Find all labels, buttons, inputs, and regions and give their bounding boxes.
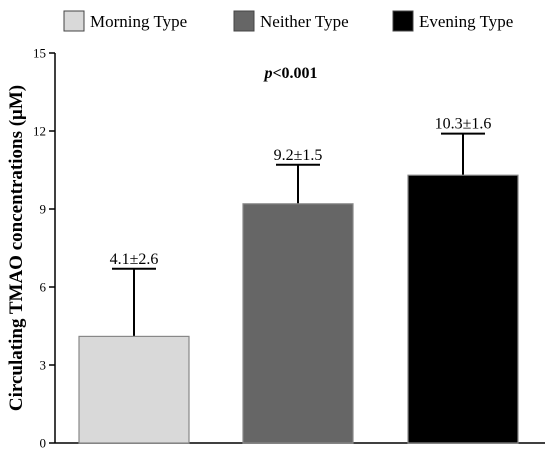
- y-tick-label: 3: [40, 358, 47, 373]
- bar-value-label: 4.1±2.6: [110, 251, 159, 268]
- p-value-annotation: p<0.001: [262, 65, 317, 82]
- y-tick-label: 15: [33, 46, 46, 61]
- legend-label: Evening Type: [419, 12, 513, 31]
- p-value-prefix: p: [262, 65, 272, 82]
- p-value-text: <0.001: [272, 65, 317, 82]
- bar: [78, 335, 190, 444]
- bar: [407, 174, 519, 444]
- y-axis-title: Circulating TMAO concentrations (μM): [6, 85, 27, 411]
- legend-label: Morning Type: [90, 12, 187, 31]
- legend: Morning Type Neither Type Evening Type: [63, 10, 513, 32]
- bar: [242, 203, 354, 444]
- y-tick-label: 12: [33, 124, 46, 139]
- bar-value-label: 10.3±1.6: [435, 116, 492, 133]
- y-tick-label: 9: [40, 202, 47, 217]
- legend-swatch: [392, 10, 414, 32]
- bar-value-label: 9.2±1.5: [274, 147, 323, 164]
- legend-label: Neither Type: [260, 12, 349, 31]
- bars: 4.1±2.6 9.2±1.5 10.3±1.6: [78, 116, 519, 444]
- y-tick-label: 0: [40, 436, 47, 451]
- y-tick-label: 6: [40, 280, 47, 295]
- legend-swatch: [233, 10, 255, 32]
- legend-swatch: [63, 10, 85, 32]
